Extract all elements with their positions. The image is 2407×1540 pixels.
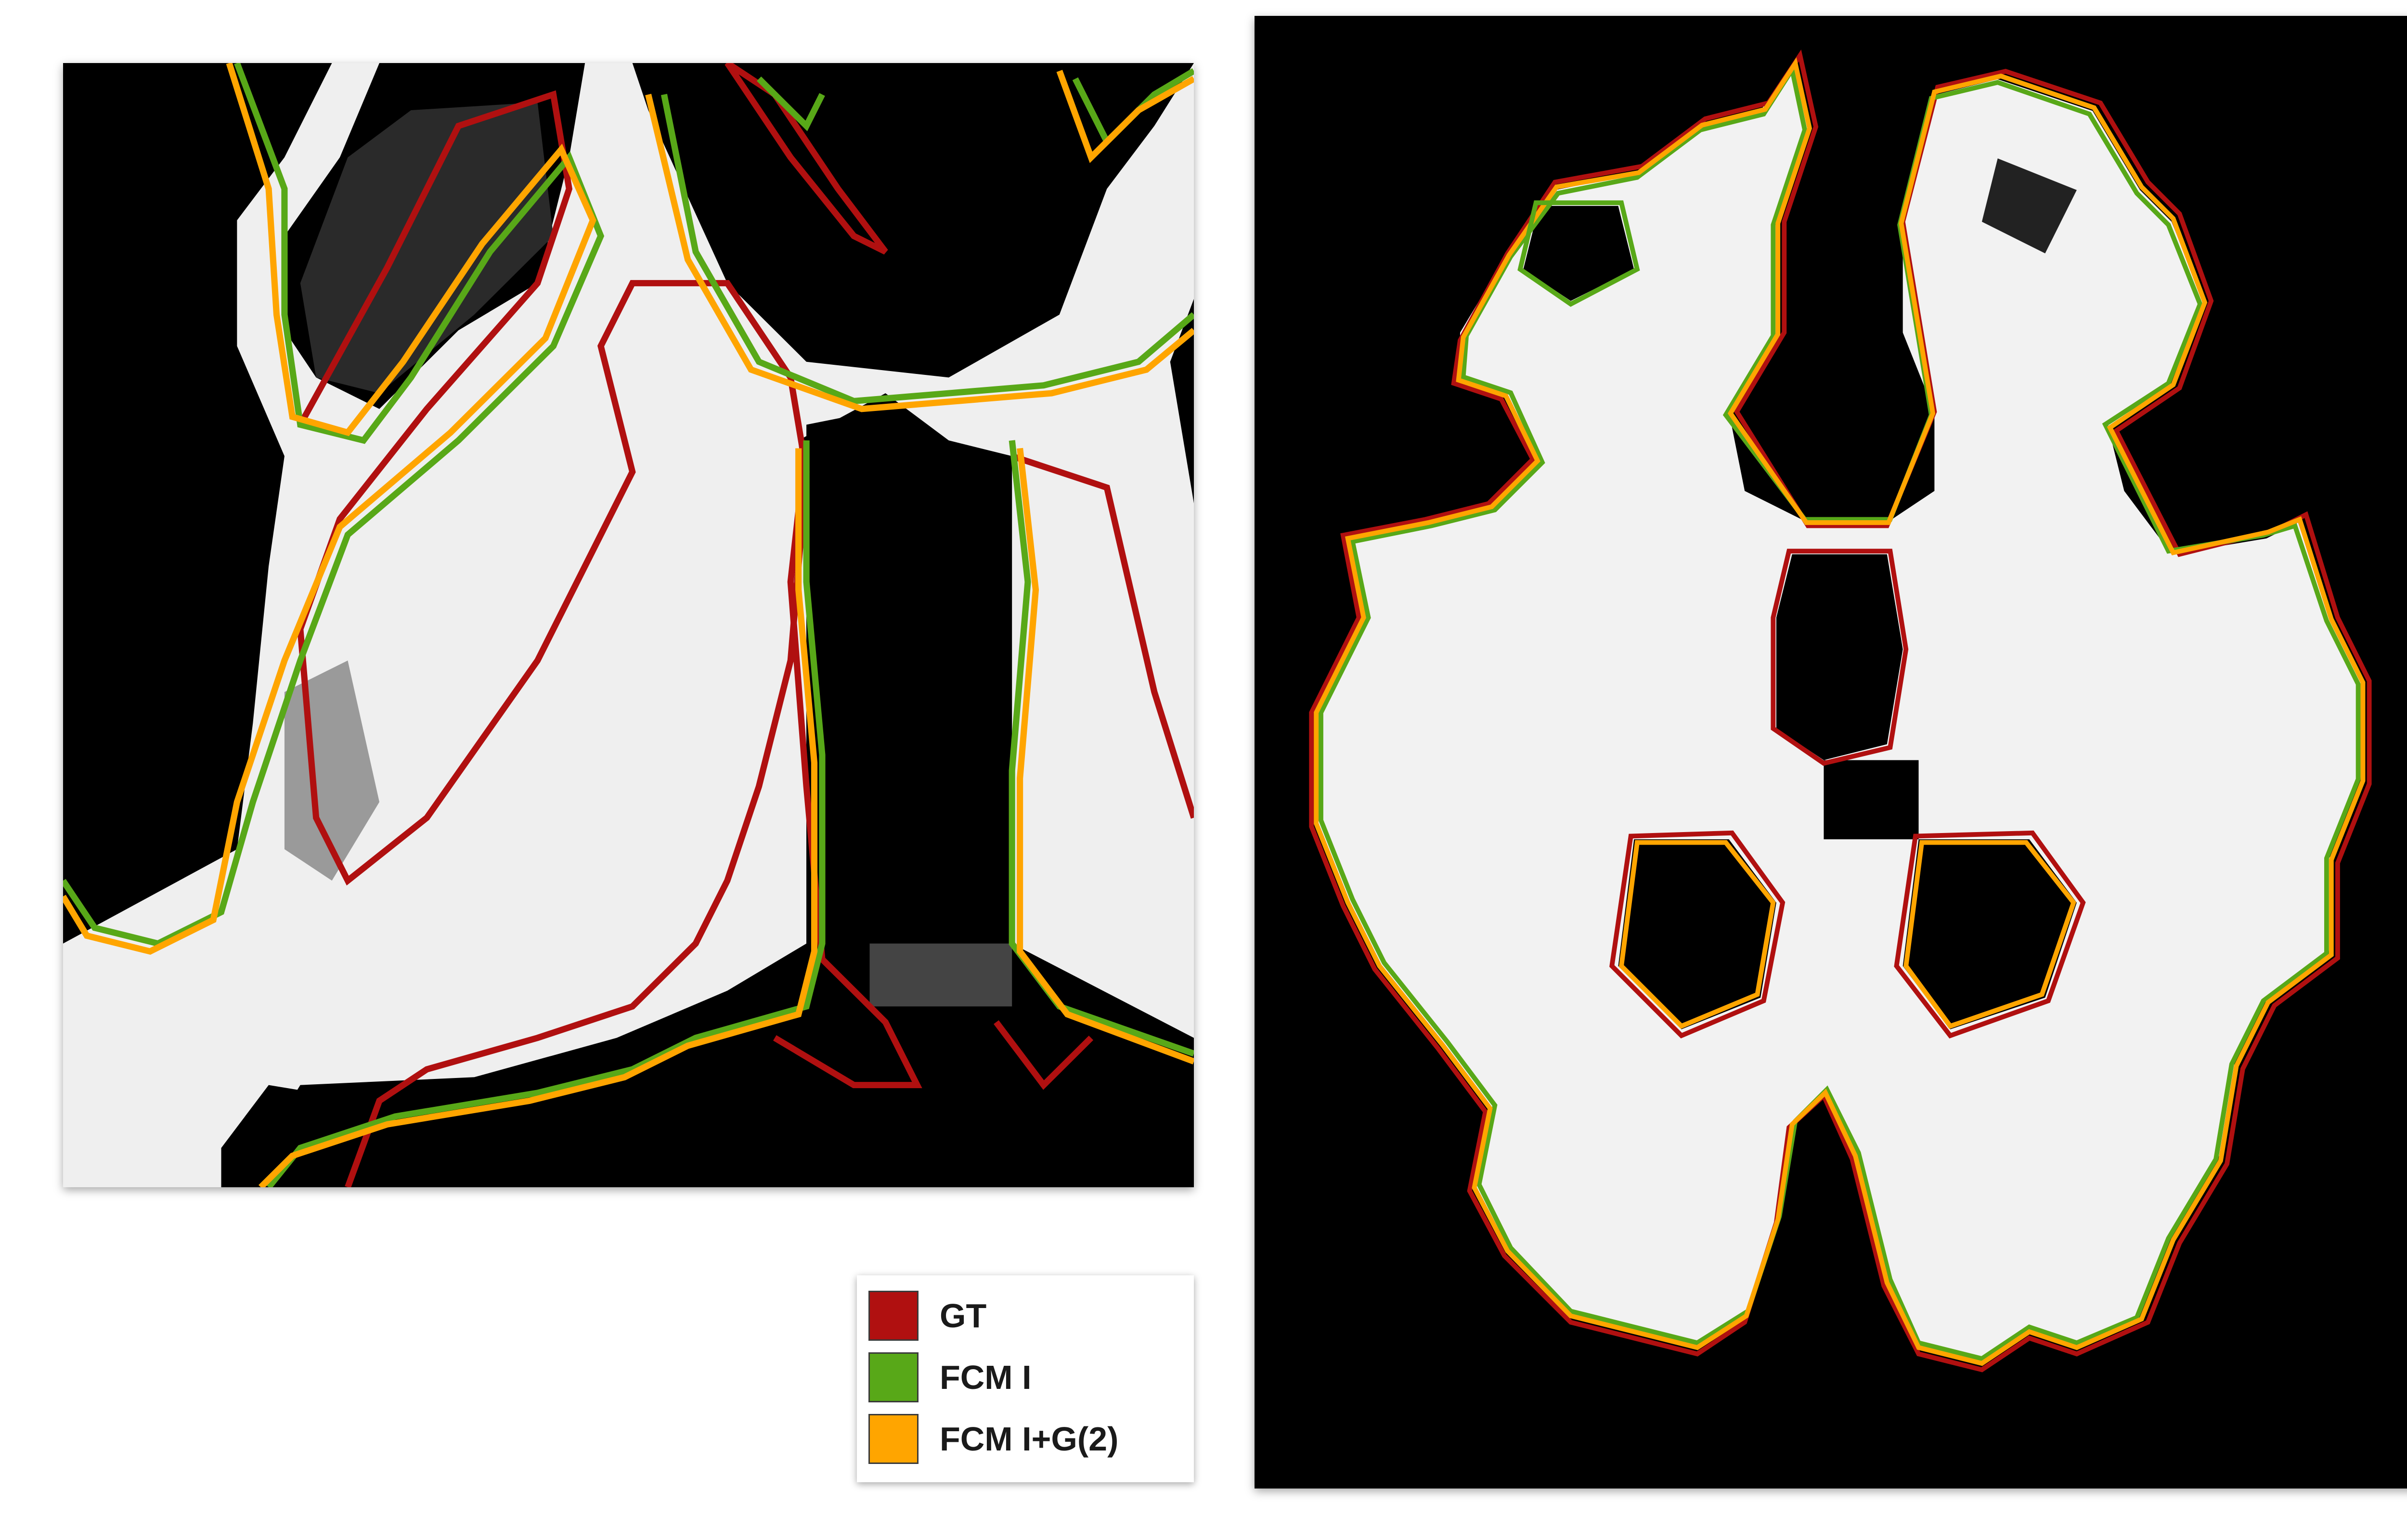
axial-brain-image [1255,16,2407,1489]
zoomed-mri-panel [63,63,1194,1187]
legend-swatch-gt [868,1291,919,1341]
axial-brain-panel [1255,16,2407,1489]
legend-item-gt: GT [868,1285,1182,1347]
legend-item-fcm-i: FCM I [868,1347,1182,1408]
zoomed-mri-image [63,63,1194,1187]
legend-swatch-fcm-ig2 [868,1414,919,1464]
legend-swatch-fcm-i [868,1352,919,1402]
legend-label-fcm-ig2: FCM I+G(2) [940,1420,1119,1458]
legend-label-fcm-i: FCM I [940,1359,1032,1396]
legend: GT FCM I FCM I+G(2) [857,1275,1194,1482]
legend-item-fcm-ig2: FCM I+G(2) [868,1408,1182,1470]
legend-label-gt: GT [940,1297,987,1335]
